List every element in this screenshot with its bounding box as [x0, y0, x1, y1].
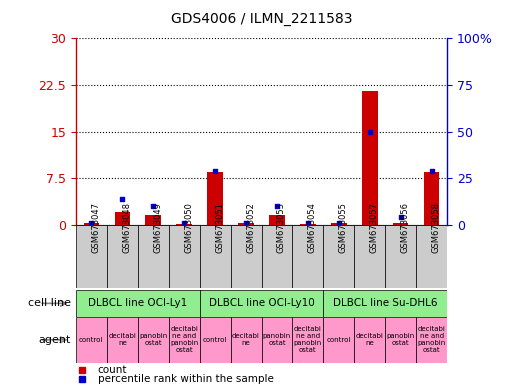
Bar [76, 225, 107, 288]
Text: GSM673050: GSM673050 [184, 202, 193, 253]
Bar [385, 317, 416, 363]
Point [149, 203, 157, 209]
Bar [168, 317, 200, 363]
Text: cell line: cell line [28, 298, 71, 308]
Bar [115, 212, 130, 225]
Text: DLBCL line OCI-Ly10: DLBCL line OCI-Ly10 [209, 298, 314, 308]
Bar [355, 225, 385, 288]
Bar [416, 317, 447, 363]
Text: GSM673048: GSM673048 [122, 202, 131, 253]
Point [242, 220, 250, 226]
Point [335, 220, 343, 226]
Text: GSM673053: GSM673053 [277, 202, 286, 253]
Bar [107, 317, 138, 363]
Bar [200, 317, 231, 363]
Text: GDS4006 / ILMN_2211583: GDS4006 / ILMN_2211583 [170, 12, 353, 25]
Text: decitabi
ne and
panobin
ostat: decitabi ne and panobin ostat [417, 326, 446, 353]
Text: panobin
ostat: panobin ostat [139, 333, 167, 346]
Bar [76, 290, 200, 317]
Text: GSM673051: GSM673051 [215, 202, 224, 253]
Text: GSM673047: GSM673047 [92, 202, 100, 253]
Bar [269, 215, 285, 225]
Bar [231, 317, 262, 363]
Point [396, 214, 405, 220]
Bar [385, 225, 416, 288]
Bar [323, 225, 355, 288]
Text: panobin
ostat: panobin ostat [263, 333, 291, 346]
Bar [262, 317, 292, 363]
Bar [300, 224, 316, 225]
Text: GSM673055: GSM673055 [339, 202, 348, 253]
Bar [145, 215, 161, 225]
Bar [76, 317, 107, 363]
Text: agent: agent [38, 335, 71, 345]
Text: GSM673052: GSM673052 [246, 202, 255, 253]
Point [211, 167, 219, 174]
Text: decitabi
ne: decitabi ne [356, 333, 384, 346]
Text: GSM673056: GSM673056 [401, 202, 410, 253]
Text: GSM673049: GSM673049 [153, 202, 162, 253]
Bar [168, 225, 200, 288]
Text: DLBCL line Su-DHL6: DLBCL line Su-DHL6 [333, 298, 438, 308]
Text: GSM673057: GSM673057 [370, 202, 379, 253]
Point [180, 220, 188, 226]
Bar [231, 225, 262, 288]
Text: decitabi
ne and
panobin
ostat: decitabi ne and panobin ostat [170, 326, 198, 353]
Point [427, 167, 436, 174]
Point [118, 195, 127, 202]
Text: GSM673054: GSM673054 [308, 202, 317, 253]
Bar [138, 225, 168, 288]
Bar [292, 225, 323, 288]
Text: GSM673058: GSM673058 [431, 202, 441, 253]
Bar [238, 223, 254, 225]
Text: count: count [98, 364, 127, 375]
Bar [176, 224, 192, 225]
Text: panobin
ostat: panobin ostat [386, 333, 415, 346]
Bar [200, 225, 231, 288]
Bar [355, 317, 385, 363]
Bar [331, 223, 347, 225]
Text: control: control [327, 337, 351, 343]
Text: decitabi
ne: decitabi ne [232, 333, 260, 346]
Bar [262, 225, 292, 288]
Text: percentile rank within the sample: percentile rank within the sample [98, 374, 274, 384]
Bar [292, 317, 323, 363]
Point [304, 220, 312, 226]
Bar [323, 290, 447, 317]
Point [366, 128, 374, 135]
Bar [323, 317, 355, 363]
Text: control: control [203, 337, 228, 343]
Bar [84, 223, 99, 225]
Text: decitabi
ne and
panobin
ostat: decitabi ne and panobin ostat [294, 326, 322, 353]
Bar [424, 172, 439, 225]
Text: control: control [79, 337, 104, 343]
Text: decitabi
ne: decitabi ne [108, 333, 136, 346]
Bar [393, 223, 408, 225]
Point [87, 220, 96, 226]
Bar [107, 225, 138, 288]
Text: DLBCL line OCI-Ly1: DLBCL line OCI-Ly1 [88, 298, 187, 308]
Point [273, 203, 281, 209]
Bar [200, 290, 323, 317]
Bar [138, 317, 168, 363]
Bar [362, 91, 378, 225]
Bar [416, 225, 447, 288]
Bar [207, 172, 223, 225]
